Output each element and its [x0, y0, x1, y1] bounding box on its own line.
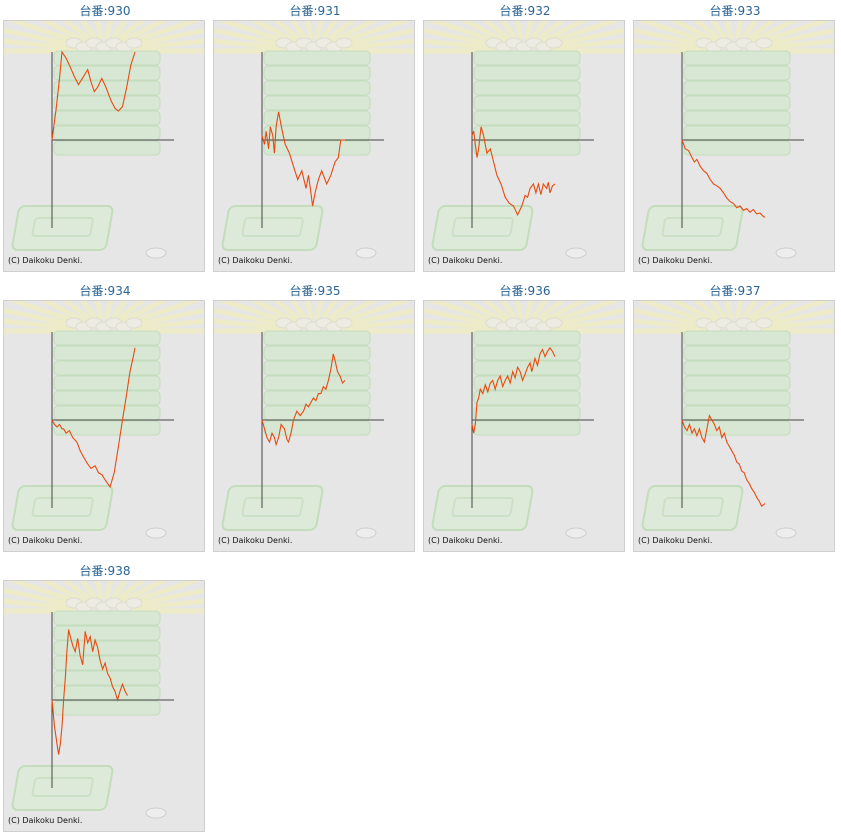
chart-panel: (C) Daikoku Denki.	[213, 20, 415, 272]
copyright-label: (C) Daikoku Denki.	[428, 536, 503, 545]
payout-chart	[4, 581, 204, 819]
background-art	[214, 21, 414, 259]
machine-chart-card: 台番:938 (C) Daikoku Denki.	[0, 560, 210, 838]
machine-number-title[interactable]: 台番:934	[79, 284, 131, 298]
machine-chart-card: 台番:935 (C) Daikoku Denki.	[210, 280, 420, 558]
machine-number-title[interactable]: 台番:930	[79, 4, 131, 18]
background-art	[424, 21, 624, 259]
machine-chart-card: 台番:931 (C) Daikoku Denki.	[210, 0, 420, 278]
machine-number-title[interactable]: 台番:938	[79, 564, 131, 578]
copyright-label: (C) Daikoku Denki.	[428, 256, 503, 265]
series-line	[51, 347, 136, 489]
chart-panel: (C) Daikoku Denki.	[213, 300, 415, 552]
background-art	[4, 581, 204, 819]
copyright-label: (C) Daikoku Denki.	[8, 536, 83, 545]
payout-chart	[214, 21, 414, 259]
machine-number-title[interactable]: 台番:933	[709, 4, 761, 18]
background-art	[634, 301, 834, 539]
copyright-label: (C) Daikoku Denki.	[8, 256, 83, 265]
background-art	[214, 301, 414, 539]
background-art	[634, 21, 834, 259]
copyright-label: (C) Daikoku Denki.	[8, 816, 83, 825]
series-line	[471, 346, 556, 434]
chart-panel: (C) Daikoku Denki.	[3, 300, 205, 552]
background-art	[424, 301, 624, 539]
machine-chart-card: 台番:936 (C) Daikoku Denki.	[420, 280, 630, 558]
background-art	[4, 301, 204, 539]
chart-panel: (C) Daikoku Denki.	[423, 20, 625, 272]
chart-panel: (C) Daikoku Denki.	[3, 20, 205, 272]
series-line	[681, 139, 766, 218]
machine-number-title[interactable]: 台番:936	[499, 284, 551, 298]
payout-chart	[634, 21, 834, 259]
series-line	[471, 126, 556, 217]
machine-chart-card: 台番:937 (C) Daikoku Denki.	[630, 280, 840, 558]
series-line	[51, 629, 128, 755]
payout-chart	[424, 301, 624, 539]
payout-chart	[4, 301, 204, 539]
machine-chart-card: 台番:933 (C) Daikoku Denki.	[630, 0, 840, 278]
copyright-label: (C) Daikoku Denki.	[638, 536, 713, 545]
series-line	[681, 414, 766, 508]
machine-number-title[interactable]: 台番:935	[289, 284, 341, 298]
machine-number-title[interactable]: 台番:931	[289, 4, 341, 18]
chart-panel: (C) Daikoku Denki.	[633, 20, 835, 272]
series-line	[51, 50, 136, 141]
copyright-label: (C) Daikoku Denki.	[218, 536, 293, 545]
payout-chart	[424, 21, 624, 259]
machine-chart-card: 台番:930 (C) Daikoku Denki.	[0, 0, 210, 278]
chart-panel: (C) Daikoku Denki.	[423, 300, 625, 552]
chart-panel: (C) Daikoku Denki.	[3, 580, 205, 832]
chart-panel: (C) Daikoku Denki.	[633, 300, 835, 552]
series-line	[261, 111, 345, 207]
background-art	[4, 21, 204, 259]
payout-chart	[634, 301, 834, 539]
payout-chart	[4, 21, 204, 259]
machine-chart-card: 台番:934 (C) Daikoku Denki.	[0, 280, 210, 558]
machine-chart-card: 台番:932 (C) Daikoku Denki.	[420, 0, 630, 278]
machine-number-title[interactable]: 台番:937	[709, 284, 761, 298]
copyright-label: (C) Daikoku Denki.	[638, 256, 713, 265]
series-line	[261, 353, 346, 447]
copyright-label: (C) Daikoku Denki.	[218, 256, 293, 265]
machine-number-title[interactable]: 台番:932	[499, 4, 551, 18]
payout-chart	[214, 301, 414, 539]
